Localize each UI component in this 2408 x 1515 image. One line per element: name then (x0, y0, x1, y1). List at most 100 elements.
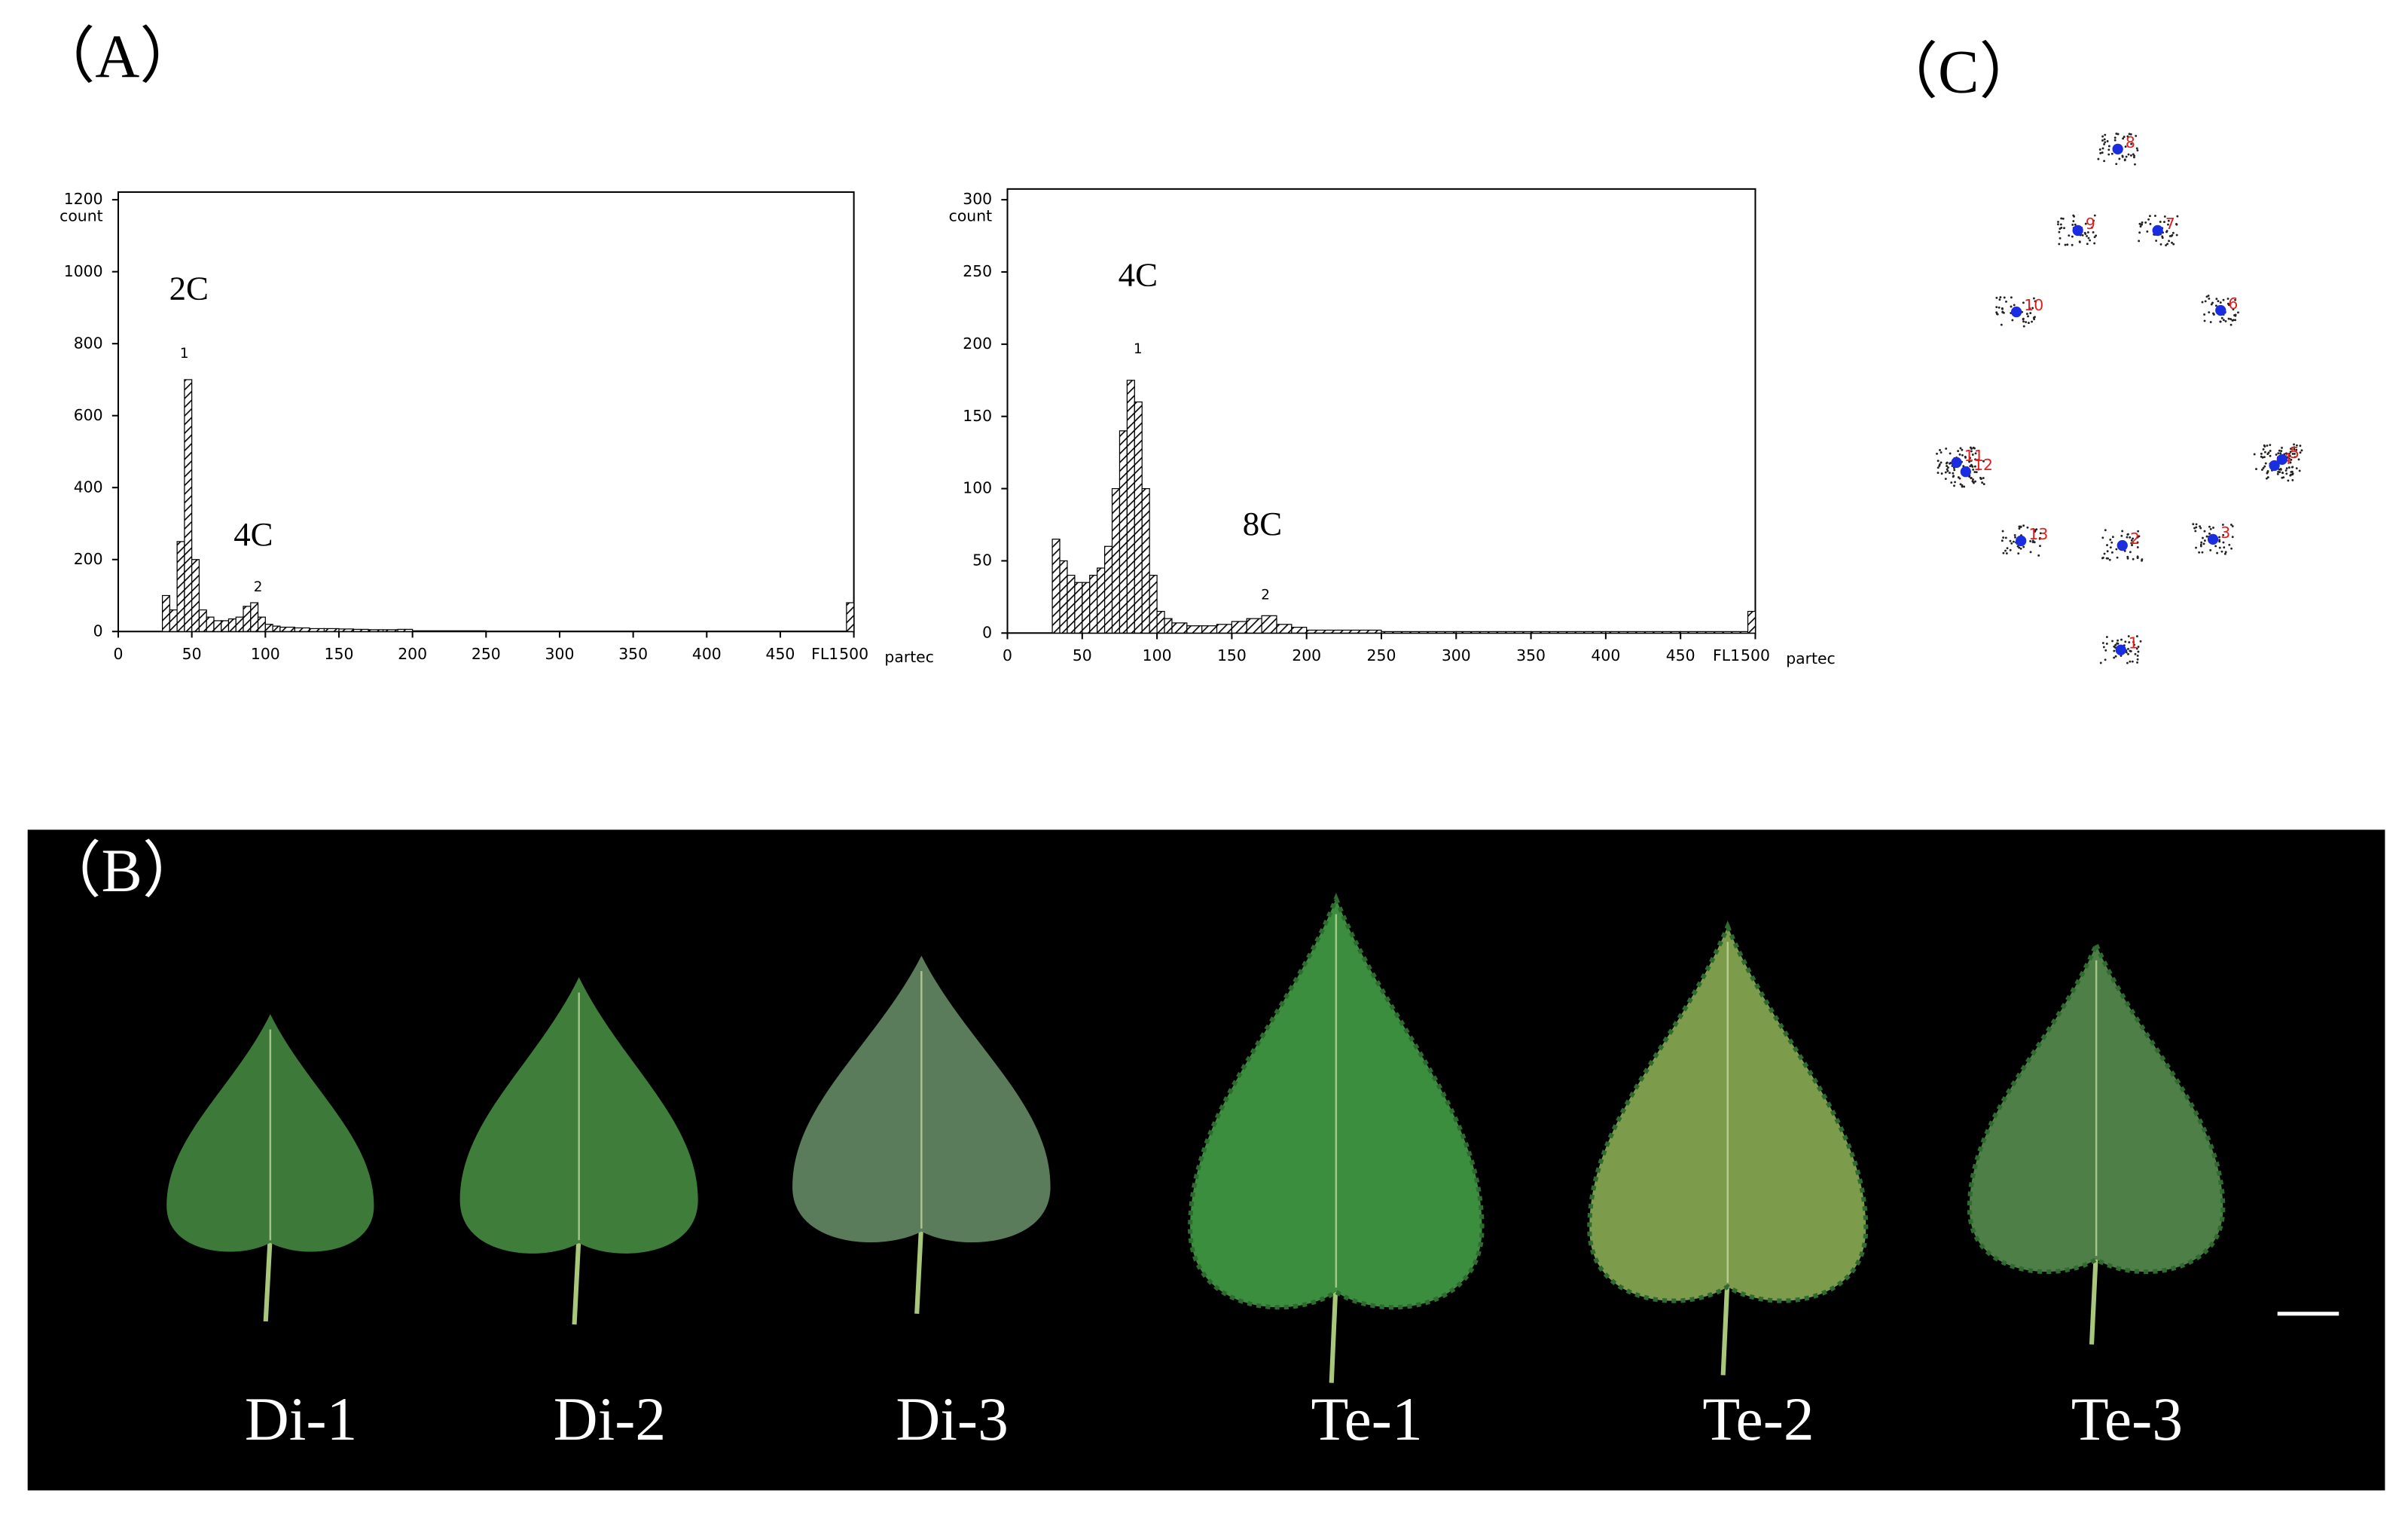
landmark-sample (1981, 481, 1984, 484)
landmark-sample (2214, 545, 2217, 548)
histogram-bar (1171, 622, 1188, 634)
landmark-sample (1973, 447, 1976, 450)
landmark (2010, 306, 2022, 318)
landmark-sample (2266, 444, 2269, 447)
landmark-sample (1936, 460, 1940, 463)
landmark-sample (2281, 476, 2284, 479)
landmark-sample (2263, 451, 2266, 454)
landmark-sample (2209, 527, 2212, 530)
landmark-sample (2222, 541, 2225, 544)
landmark-sample (1970, 463, 1973, 466)
leaf-petiole (263, 1235, 273, 1322)
landmark-sample (2214, 304, 2217, 307)
landmark-sample (1970, 450, 1973, 453)
landmark-sample (2116, 556, 2119, 559)
landmark-sample (2154, 215, 2156, 217)
landmark-sample (2198, 551, 2201, 554)
landmark-sample (2219, 320, 2222, 323)
landmark-sample (2285, 472, 2288, 475)
landmark-sample (1998, 298, 2001, 301)
landmark-sample (2123, 549, 2126, 552)
landmark-sample (1959, 447, 1962, 450)
landmark-sample (2195, 546, 2197, 549)
histogram-bar (1156, 610, 1165, 634)
landmark-sample (2109, 546, 2112, 549)
landmark-sample (2161, 235, 2164, 238)
landmark-sample (2063, 227, 2065, 230)
landmark-sample (1980, 478, 1982, 480)
landmark-sample (2037, 554, 2040, 557)
landmark-sample (2132, 557, 2135, 560)
x-tick-label: 100 (251, 645, 280, 663)
landmark-sample (2028, 307, 2031, 310)
landmark-sample (2266, 453, 2269, 456)
landmark-sample (2136, 658, 2139, 661)
landmark-sample (2222, 533, 2225, 536)
landmark-sample (2288, 452, 2291, 455)
landmark-sample (2113, 656, 2116, 659)
landmark-sample (1975, 471, 1978, 474)
y-tick-label: 0 (93, 622, 103, 640)
landmark-sample (2109, 538, 2112, 541)
landmark-sample (2133, 643, 2136, 646)
x-tick-label: 300 (1442, 646, 1471, 664)
landmark-sample (2280, 450, 2283, 453)
histogram-bar (227, 618, 237, 632)
landmark-sample (2295, 467, 2298, 470)
landmark-sample (2226, 298, 2229, 300)
leaf-label: Di-1 (245, 1385, 357, 1453)
landmark-sample (2134, 163, 2136, 166)
landmark-sample (2294, 456, 2297, 459)
landmark-sample (2297, 458, 2300, 461)
landmark-sample (2203, 313, 2206, 316)
landmark-sample (2101, 147, 2104, 150)
landmark-sample (1946, 468, 1949, 471)
landmark-sample (2071, 223, 2074, 226)
landmark-sample (2210, 303, 2213, 306)
landmark-sample (2113, 139, 2117, 142)
landmark-sample (1995, 311, 1998, 314)
landmark-sample (2275, 454, 2278, 456)
landmark-sample (2287, 457, 2290, 460)
x-tick-label: 50 (182, 645, 202, 663)
landmark-sample (2276, 472, 2279, 475)
landmark-sample (2081, 234, 2084, 237)
x-tick-label: 450 (1666, 646, 1695, 664)
landmark-sample (2108, 558, 2111, 561)
landmark-sample (2279, 452, 2282, 455)
x-tick-label: 200 (1292, 646, 1321, 664)
landmark-sample (2163, 221, 2165, 223)
landmark-sample (2228, 543, 2231, 546)
landmark-sample (2289, 454, 2291, 457)
landmark-sample (2032, 297, 2035, 300)
x-tick-label: 250 (1367, 646, 1396, 664)
x-tick-label: 150 (325, 645, 354, 663)
landmark-label: 3 (2220, 524, 2230, 542)
landmark-sample (1944, 471, 1947, 474)
landmark-sample (2059, 223, 2062, 226)
landmark-sample (2293, 443, 2295, 446)
landmark-sample (2260, 469, 2263, 471)
landmark-sample (2195, 523, 2198, 526)
landmark-sample (2146, 230, 2149, 233)
landmark-sample (2205, 535, 2208, 538)
histogram-bar (1164, 618, 1173, 634)
landmark-sample (2087, 237, 2090, 240)
histogram-bar (272, 625, 281, 632)
landmark-sample (2155, 240, 2158, 242)
landmark-sample (2229, 323, 2233, 326)
histogram-bar (1747, 610, 1756, 634)
landmark-sample (1939, 449, 1941, 451)
landmark-sample (2171, 241, 2173, 244)
landmark-sample (2059, 237, 2062, 240)
landmark-sample (2129, 660, 2132, 663)
landmark-sample (2127, 153, 2130, 156)
histogram-bar (198, 609, 207, 632)
landmark-sample (2201, 301, 2204, 304)
landmark-sample (1972, 468, 1975, 471)
landmark-sample (2215, 298, 2218, 301)
landmark-sample (2086, 231, 2089, 234)
leaf-petiole (1720, 1275, 1730, 1376)
landmark-sample (2136, 654, 2139, 657)
